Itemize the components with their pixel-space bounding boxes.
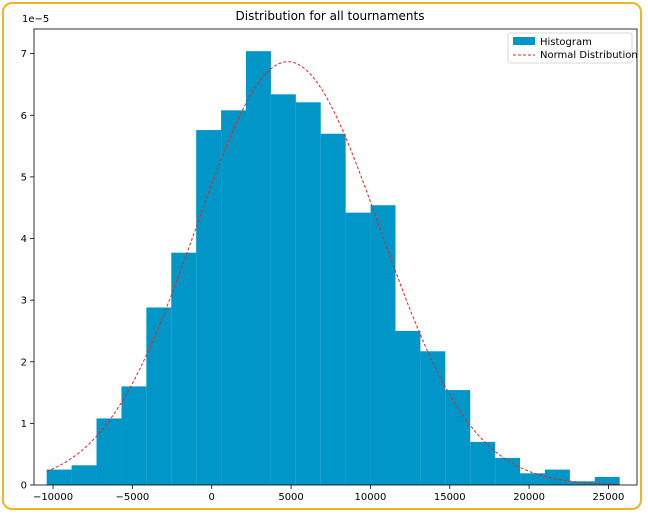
y-tick-label: 1 — [21, 419, 27, 430]
legend-label-histogram: Histogram — [540, 37, 592, 48]
x-tick-label: 5000 — [278, 492, 303, 503]
normal-distribution-curve — [46, 61, 620, 485]
histogram-bar — [470, 441, 496, 485]
y-tick-label: 5 — [21, 172, 27, 183]
histogram-bar — [270, 94, 296, 486]
histogram-bar — [370, 205, 396, 485]
y-axis: 0 1 2 3 4 5 6 7 — [21, 49, 34, 492]
x-tick-label: −10000 — [33, 492, 73, 503]
histogram-bar — [295, 102, 321, 486]
histogram-bar — [246, 51, 271, 486]
legend-box — [507, 32, 633, 64]
x-tick-label: −5000 — [115, 492, 149, 503]
x-tick-label: 10000 — [355, 492, 387, 503]
histogram-bar — [171, 252, 197, 485]
chart-title: Distribution for all tournaments — [236, 9, 425, 23]
histogram-bar — [196, 130, 222, 486]
histogram-bar — [320, 133, 346, 485]
histogram-bar — [395, 330, 421, 485]
y-tick-label: 2 — [21, 357, 27, 368]
legend-swatch-histogram — [513, 37, 535, 45]
histogram-bar — [594, 476, 620, 485]
x-tick-label: 0 — [209, 492, 215, 503]
histogram-bar — [146, 307, 172, 485]
legend: Histogram Normal Distribution — [507, 32, 638, 64]
y-tick-label: 3 — [21, 296, 27, 307]
y-tick-label: 6 — [21, 111, 27, 122]
histogram-bar — [121, 386, 147, 485]
histogram-bar — [544, 469, 570, 485]
histogram-bar — [569, 481, 595, 485]
histogram-bar — [221, 110, 247, 485]
x-tick-label: 25000 — [593, 492, 625, 503]
y-axis-offset-label: 1e−5 — [22, 14, 49, 25]
histogram-bar — [495, 457, 521, 485]
x-axis: −10000 −5000 0 5000 10000 15000 20000 25000 — [33, 485, 624, 503]
histogram-bar — [71, 465, 97, 485]
histogram-bar — [345, 212, 371, 485]
y-tick-label: 4 — [21, 234, 27, 245]
plot-area — [33, 28, 638, 486]
y-tick-label: 0 — [21, 481, 27, 492]
y-tick-label: 7 — [21, 49, 27, 60]
x-tick-label: 20000 — [513, 492, 545, 503]
histogram-bar — [96, 418, 122, 485]
legend-label-normal-distribution: Normal Distribution — [540, 50, 638, 61]
x-tick-label: 15000 — [434, 492, 466, 503]
histogram-bar — [420, 351, 446, 485]
histogram-bar — [445, 390, 471, 485]
histogram-bar — [46, 469, 72, 485]
histogram-bars — [46, 51, 620, 486]
histogram-bar — [520, 473, 545, 485]
